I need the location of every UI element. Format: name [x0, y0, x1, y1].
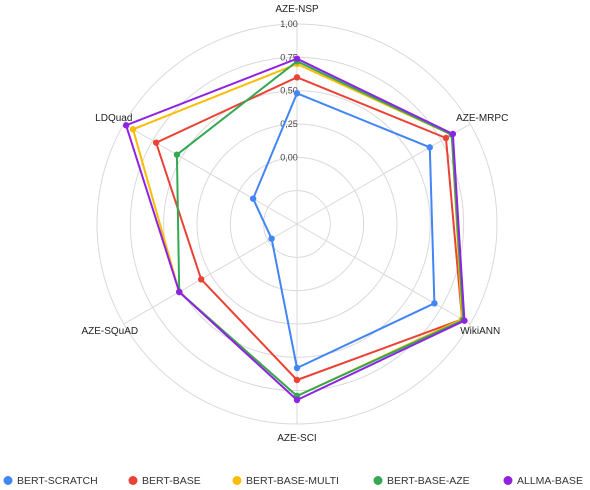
tick-label: 0,75: [280, 52, 298, 62]
axis-label-aze-squad: AZE-SQuAD: [81, 326, 138, 337]
data-point-bert-scratch: [426, 144, 433, 151]
data-point-allma-base: [122, 122, 130, 129]
grid-spoke: [123, 123, 298, 225]
series-line-bert-scratch: [252, 92, 436, 369]
data-point-bert-base: [442, 134, 450, 142]
legend-marker: [128, 476, 138, 485]
data-point-bert-base: [293, 74, 301, 81]
legend-label: BERT-SCRATCH: [17, 475, 98, 487]
grid-spoke: [296, 123, 471, 225]
data-point-allma-base: [461, 317, 468, 324]
data-point-bert-base-multi: [129, 126, 137, 133]
series-bert-base-aze: [173, 58, 467, 400]
data-point-bert-base: [197, 276, 205, 283]
legend-item-bert-base-multi[interactable]: BERT-BASE-MULTI: [232, 475, 339, 487]
axis-label-aze-mrpc: AZE-MRPC: [456, 113, 508, 124]
data-point-bert-scratch: [268, 235, 275, 242]
legend-label: ALLMA-BASE: [517, 475, 583, 487]
data-point-bert-scratch: [431, 300, 438, 307]
legend-item-bert-base[interactable]: BERT-BASE: [128, 475, 201, 487]
data-point-bert-scratch: [249, 195, 257, 202]
series-line-allma-base: [125, 57, 466, 401]
data-point-bert-base: [152, 139, 160, 146]
series-bert-base-multi: [129, 60, 466, 400]
grid-spoke: [123, 223, 298, 325]
data-point-allma-base: [293, 396, 301, 404]
data-point-bert-base: [293, 376, 301, 384]
data-point-allma-base: [449, 130, 457, 138]
legend-marker: [3, 476, 13, 485]
series-allma-base: [122, 55, 468, 404]
axis-label-aze-sci: AZE-SCI: [277, 433, 316, 444]
legend-item-bert-base-aze[interactable]: BERT-BASE-AZE: [373, 475, 470, 487]
radar-tick-labels: 0,00 0,25 0,50 0,75 1,00: [280, 19, 298, 162]
radar-axis-labels: AZE-NSP AZE-MRPC WikiANN AZE-SCI AZE-SQuAD LD…: [81, 4, 508, 444]
grid-spoke: [296, 223, 471, 325]
legend-item-allma-base[interactable]: ALLMA-BASE: [503, 475, 583, 487]
data-point-allma-base: [176, 288, 183, 296]
legend-label: BERT-BASE-AZE: [387, 475, 470, 487]
legend-marker: [503, 476, 513, 485]
series-bert-scratch: [249, 90, 438, 372]
data-point-allma-base: [293, 55, 301, 62]
axis-label-aze-nsp: AZE-NSP: [275, 4, 319, 15]
legend: BERT-SCRATCH BERT-BASE BERT-BASE-MULTI BERT…: [3, 475, 583, 487]
series-line-bert-base: [155, 76, 464, 381]
tick-label: 0,50: [280, 86, 298, 96]
data-point-bert-scratch: [293, 364, 301, 372]
tick-label: 0,00: [280, 152, 298, 162]
legend-label: BERT-BASE-MULTI: [246, 475, 339, 487]
axis-label-wikiann: WikiANN: [460, 326, 500, 337]
legend-marker: [373, 476, 383, 485]
data-point-bert-scratch: [293, 90, 301, 97]
tick-label: 0,25: [280, 119, 298, 129]
axis-label-ldquad: LDQuad: [95, 113, 132, 124]
radar-series: [122, 55, 468, 404]
radar-grid: [96, 23, 498, 425]
tick-label: 1,00: [280, 19, 298, 29]
legend-label: BERT-BASE: [142, 475, 201, 487]
legend-item-bert-scratch[interactable]: BERT-SCRATCH: [3, 475, 98, 487]
data-point-bert-base-aze: [173, 151, 181, 158]
legend-marker: [232, 476, 242, 485]
